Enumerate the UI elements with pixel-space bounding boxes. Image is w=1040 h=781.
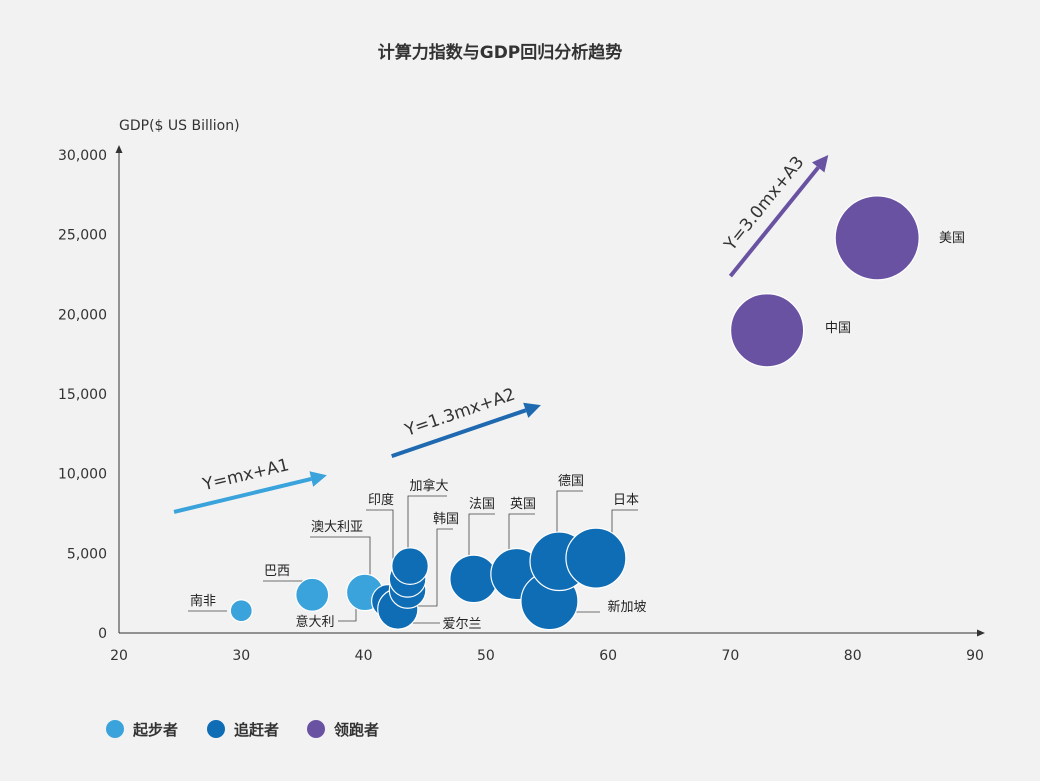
bubble-label: 南非 bbox=[190, 593, 216, 609]
bubble bbox=[565, 527, 627, 589]
y-tick-label: 15,000 bbox=[58, 387, 107, 403]
trend-arrow-head bbox=[523, 402, 541, 418]
legend: 起步者 追赶者 领跑者 bbox=[106, 720, 379, 739]
bubble-label: 法国 bbox=[469, 497, 495, 512]
bubble-label: 印度 bbox=[368, 492, 394, 508]
y-tick-label: 20,000 bbox=[58, 307, 107, 323]
bubble-label: 澳大利亚 bbox=[311, 519, 363, 535]
x-tick-label: 50 bbox=[477, 648, 495, 664]
label-leader-line bbox=[508, 513, 535, 568]
bubble bbox=[229, 599, 253, 623]
x-tick-label: 60 bbox=[599, 648, 617, 664]
bubble-label: 意大利 bbox=[295, 614, 334, 630]
bubble-label: 中国 bbox=[825, 321, 851, 336]
x-tick-label: 80 bbox=[844, 648, 862, 664]
x-tick-label: 30 bbox=[232, 648, 250, 664]
trend-arrow-shaft bbox=[173, 477, 312, 514]
label-leader-line bbox=[417, 528, 453, 607]
label-leader-line bbox=[407, 495, 447, 584]
label-leader-line bbox=[556, 490, 583, 548]
x-tick-label: 20 bbox=[110, 648, 128, 664]
bubble bbox=[449, 554, 498, 604]
x-axis-arrowhead bbox=[977, 629, 985, 637]
y-tick-label: 0 bbox=[98, 626, 107, 642]
bubble-label: 韩国 bbox=[433, 512, 459, 527]
y-axis-label: GDP($ US Billion) bbox=[119, 118, 240, 134]
bubble-label: 英国 bbox=[510, 497, 536, 512]
bubble-label: 美国 bbox=[939, 231, 965, 246]
y-axis-arrowhead bbox=[115, 145, 123, 153]
x-tick-label: 90 bbox=[966, 648, 984, 664]
bubble-label: 德国 bbox=[558, 474, 584, 489]
bubble bbox=[391, 547, 429, 585]
label-leader-line bbox=[468, 513, 495, 568]
y-tick-label: 30,000 bbox=[58, 148, 107, 164]
bubble bbox=[729, 293, 805, 368]
bubble bbox=[834, 195, 920, 281]
y-tick-label: 10,000 bbox=[58, 467, 107, 483]
trend-arrow-head bbox=[309, 471, 327, 487]
label-leader-line bbox=[310, 536, 371, 592]
chart-title: 计算力指数与GDP回归分析趋势 bbox=[378, 42, 623, 63]
legend-label: 追赶者 bbox=[234, 721, 279, 739]
bubble-label: 加拿大 bbox=[409, 478, 448, 494]
y-tick-label: 5,000 bbox=[67, 546, 107, 562]
y-tick-label: 25,000 bbox=[58, 228, 107, 244]
bubble-label: 日本 bbox=[613, 493, 639, 508]
trend-arrow-shaft bbox=[391, 408, 527, 459]
bubble-label: 新加坡 bbox=[607, 599, 646, 615]
legend-label: 起步者 bbox=[132, 721, 178, 739]
axes bbox=[115, 145, 985, 637]
x-tick-label: 70 bbox=[722, 648, 740, 664]
bubble-label: 巴西 bbox=[264, 564, 290, 579]
trend-arrow-head bbox=[811, 155, 829, 173]
bubble bbox=[295, 577, 330, 612]
bubble-label: 爱尔兰 bbox=[442, 617, 481, 632]
legend-label: 领跑者 bbox=[333, 721, 379, 739]
legend-swatch bbox=[307, 720, 325, 738]
bubbles bbox=[229, 195, 920, 631]
x-tick-label: 40 bbox=[355, 648, 373, 664]
legend-swatch bbox=[207, 720, 225, 738]
label-leader-line bbox=[611, 509, 638, 548]
trend-arrow-shaft bbox=[728, 166, 820, 278]
axis-ticks: 20 30 40 50 60 70 80 90 0 5,000 10,000 15,000 20,000… bbox=[58, 148, 984, 664]
legend-swatch bbox=[106, 720, 124, 738]
